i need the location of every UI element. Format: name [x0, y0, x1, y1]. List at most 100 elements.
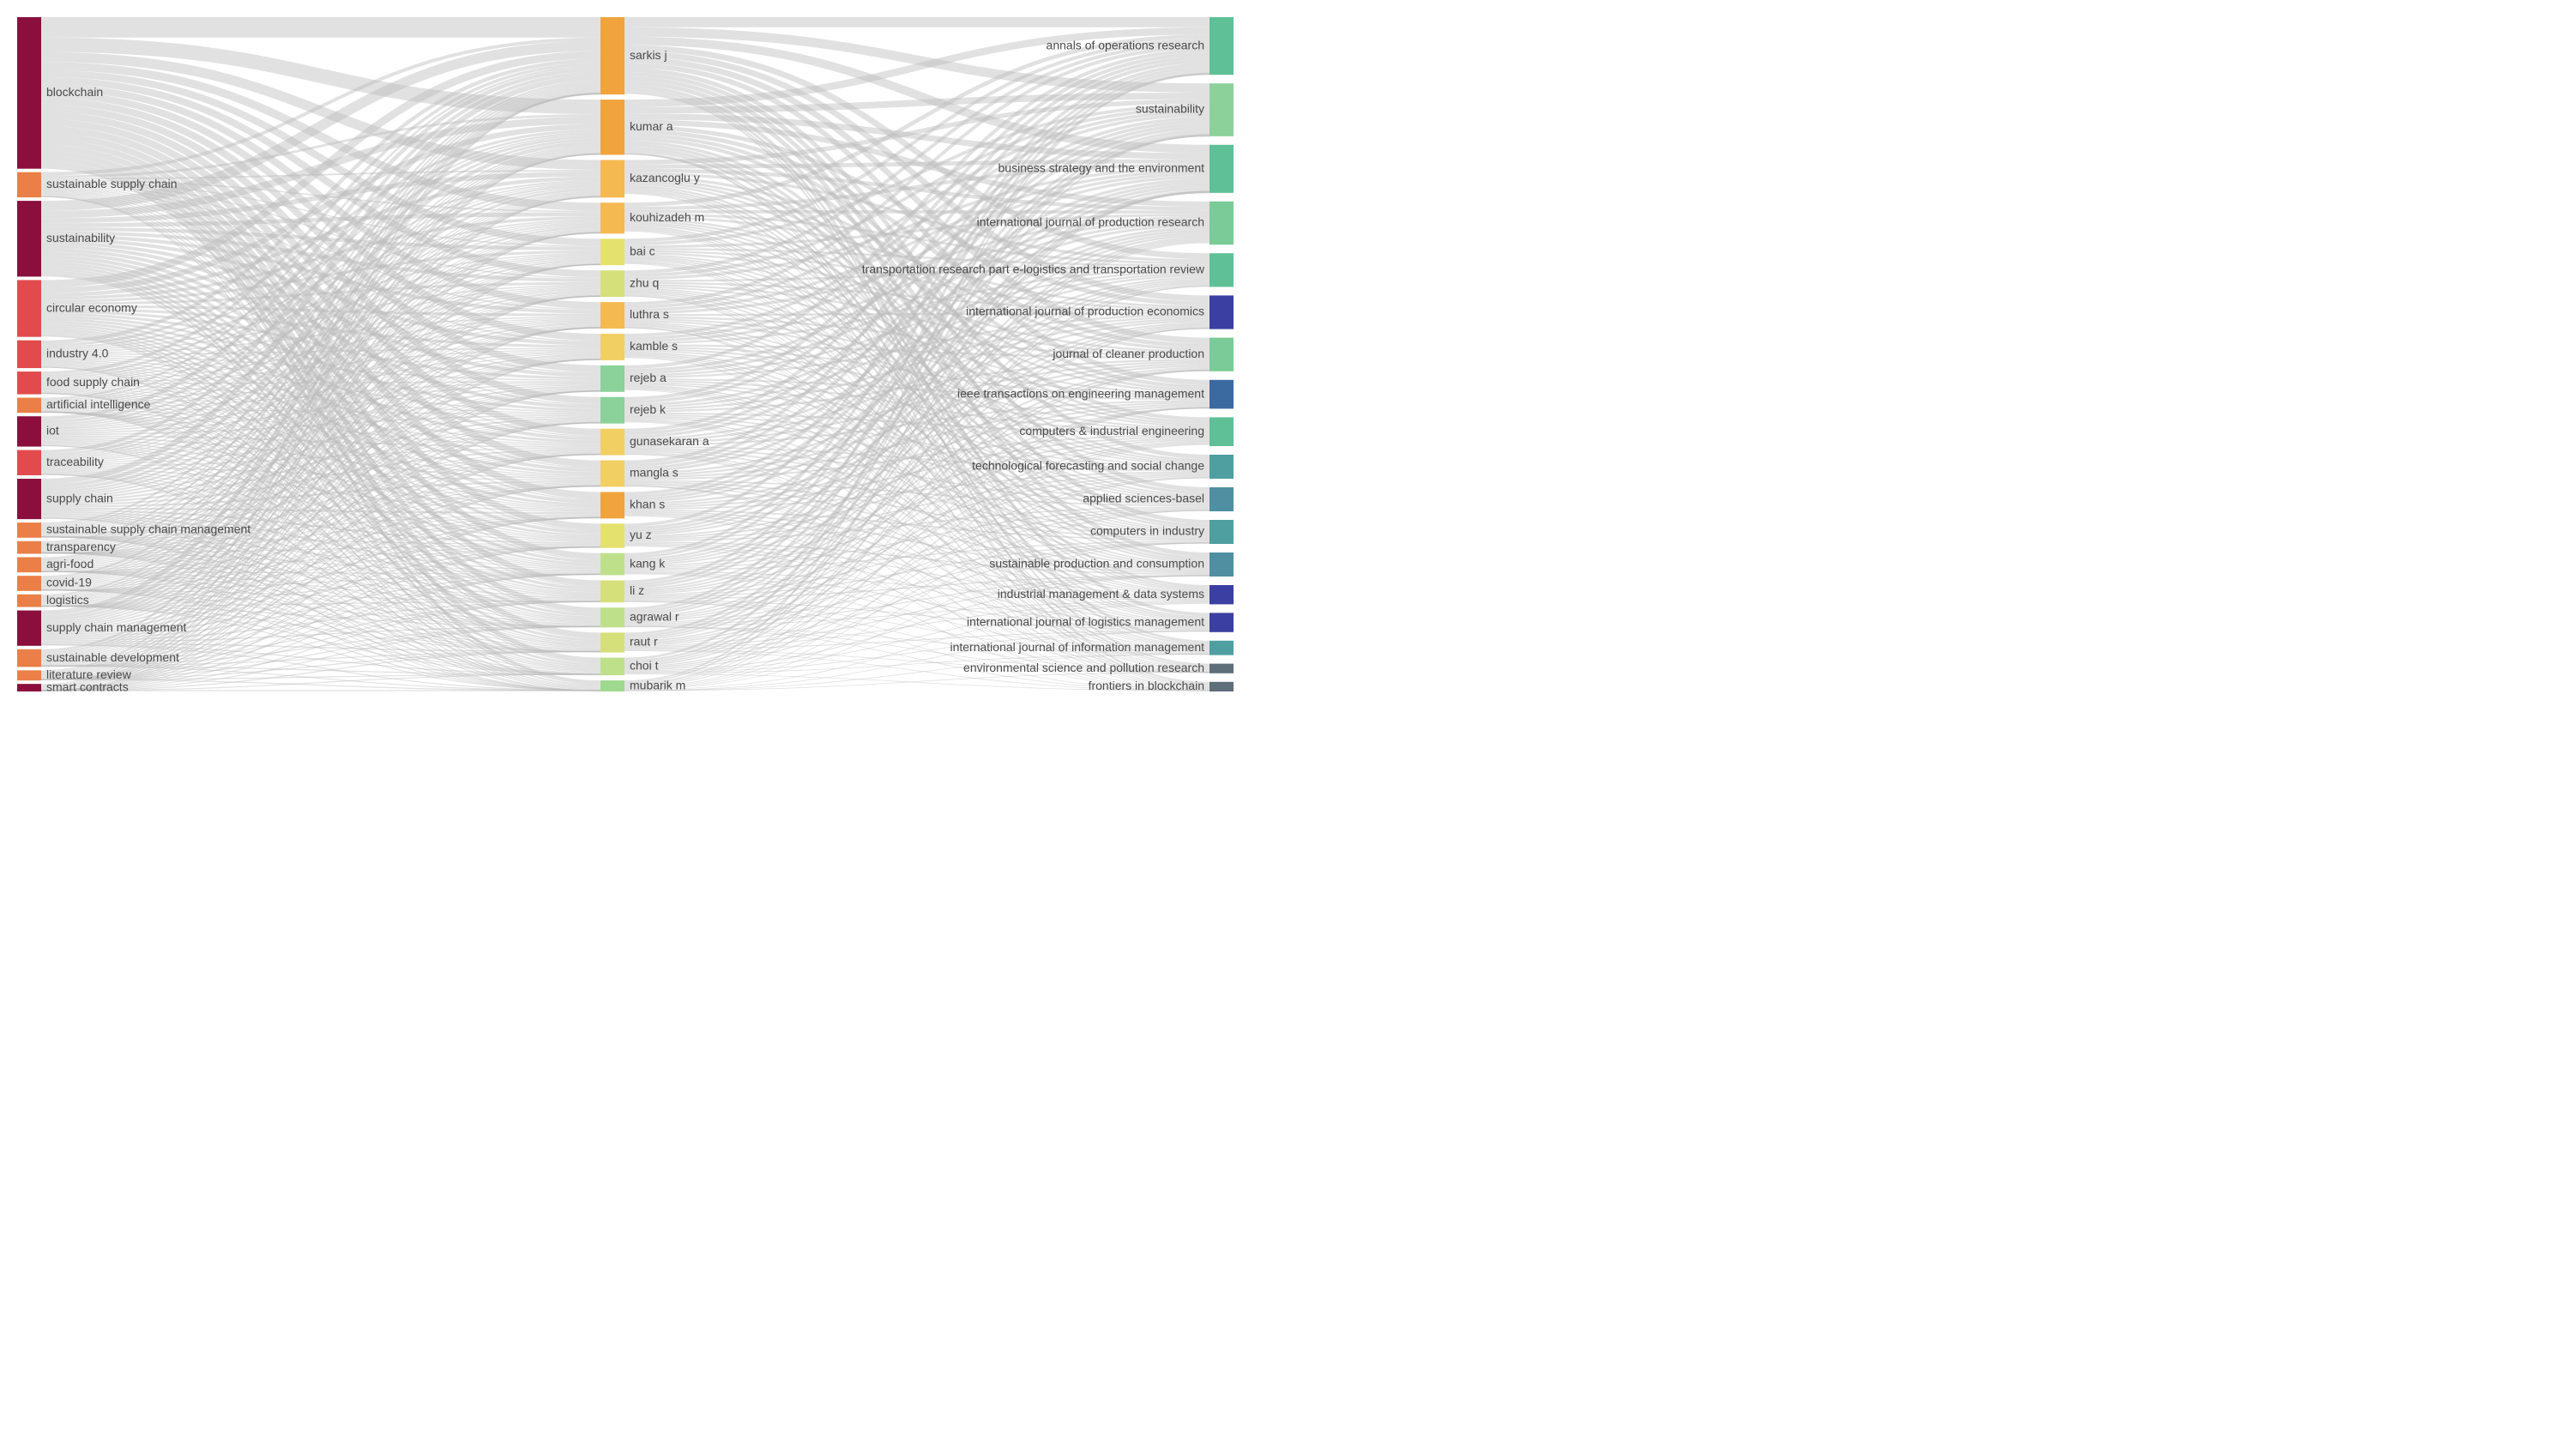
sankey-node-label: rejeb a [630, 371, 667, 384]
sankey-node-label: kumar a [630, 119, 673, 133]
sankey-node-label: sustainable production and consumption [989, 557, 1204, 571]
sankey-node-label: kouhizadeh m [630, 210, 704, 224]
sankey-node-label: traceability [46, 455, 104, 468]
sankey-node-label: kamble s [630, 339, 678, 353]
sankey-node-label: sustainability [1136, 102, 1204, 116]
sankey-link [624, 212, 1210, 213]
sankey-node [1210, 613, 1234, 631]
sankey-node [17, 595, 41, 607]
sankey-node [17, 201, 41, 276]
sankey-node-label: business strategy and the environment [998, 161, 1205, 175]
sankey-node [17, 450, 41, 475]
sankey-node-label: technological forecasting and social cha… [972, 459, 1204, 473]
sankey-node-label: mangla s [630, 466, 679, 480]
sankey-node [17, 541, 41, 554]
sankey-node [600, 680, 624, 691]
sankey-node [1210, 455, 1234, 479]
sankey-node [600, 202, 624, 233]
sankey-node [600, 523, 624, 547]
sankey-node [1210, 253, 1234, 287]
sankey-node-label: environmental science and pollution rese… [963, 661, 1204, 674]
sankey-diagram: blockchainsustainable supply chainsustai… [0, 0, 1276, 709]
sankey-node [600, 17, 624, 94]
sankey-node [600, 429, 624, 456]
sankey-node-label: rejeb k [630, 402, 667, 416]
sankey-node-label: transparency [46, 540, 116, 553]
sankey-node [1210, 145, 1234, 193]
sankey-node-label: bai c [630, 244, 655, 257]
sankey-node [600, 160, 624, 197]
sankey-node-label: supply chain [46, 491, 113, 504]
sankey-node-label: circular economy [46, 300, 137, 314]
sankey-node [600, 580, 624, 602]
sankey-node [17, 280, 41, 336]
sankey-node-label: khan s [630, 498, 665, 511]
sankey-node-label: applied sciences-basel [1083, 492, 1204, 505]
sankey-node [600, 270, 624, 297]
sankey-node-label: yu z [630, 528, 652, 541]
sankey-node-label: international journal of production rese… [977, 215, 1204, 229]
sankey-node [1210, 295, 1234, 329]
sankey-node [600, 461, 624, 487]
sankey-node [600, 492, 624, 518]
sankey-node [600, 553, 624, 576]
sankey-node-label: food supply chain [46, 375, 140, 389]
sankey-node-label: smart contracts [46, 679, 129, 693]
sankey-node [600, 397, 624, 424]
sankey-node-label: artificial intelligence [46, 397, 151, 411]
sankey-node [1210, 682, 1234, 691]
sankey-node [17, 611, 41, 646]
sankey-node [1210, 585, 1234, 604]
sankey-node-label: li z [630, 583, 644, 597]
sankey-node [17, 670, 41, 680]
sankey-node [17, 172, 41, 197]
sankey-node-label: blockchain [46, 85, 103, 99]
sankey-node-label: luthra s [630, 307, 669, 321]
sankey-node [1210, 417, 1234, 446]
sankey-node-label: international journal of production econ… [966, 305, 1204, 318]
sankey-node [1210, 380, 1234, 409]
sankey-node-label: supply chain management [46, 620, 187, 634]
sankey-node-label: kazancoglu y [630, 171, 700, 184]
sankey-node [17, 649, 41, 667]
sankey-node-label: international journal of logistics manag… [967, 614, 1204, 628]
sankey-node [17, 341, 41, 368]
sankey-node [17, 479, 41, 519]
sankey-node [600, 238, 624, 265]
sankey-node [600, 607, 624, 627]
sankey-node-label: sustainable development [46, 650, 179, 664]
sankey-node [17, 684, 41, 691]
sankey-node-label: journal of cleaner production [1052, 347, 1204, 360]
sankey-node [17, 17, 41, 169]
sankey-node [600, 334, 624, 360]
sankey-node [17, 371, 41, 394]
sankey-node-label: gunasekaran a [630, 434, 709, 448]
sankey-node [1210, 487, 1234, 511]
sankey-node [600, 365, 624, 392]
sankey-node-label: computers in industry [1090, 524, 1204, 538]
sankey-node [17, 558, 41, 573]
sankey-node [600, 302, 624, 329]
sankey-node-label: sustainable supply chain management [46, 522, 250, 536]
sankey-node-label: industrial management & data systems [998, 587, 1204, 601]
sankey-node [1210, 83, 1234, 136]
sankey-node-label: industry 4.0 [46, 347, 109, 360]
sankey-node-label: mubarik m [630, 678, 685, 691]
sankey-node-label: annals of operations research [1047, 38, 1204, 51]
sankey-node-label: covid-19 [46, 576, 92, 589]
sankey-node [1210, 641, 1234, 655]
sankey-node-label: zhu q [630, 275, 659, 289]
sankey-node [1210, 338, 1234, 371]
sankey-node-label: frontiers in blockchain [1089, 679, 1204, 692]
sankey-node-label: logistics [46, 593, 89, 607]
sankey-node-label: sarkis j [630, 48, 667, 62]
sankey-node [1210, 17, 1234, 75]
sankey-node [600, 658, 624, 676]
sankey-node-label: sustainability [46, 231, 115, 245]
sankey-node-label: iot [46, 424, 59, 438]
sankey-node [1210, 552, 1234, 577]
sankey-node-label: agrawal r [630, 609, 679, 623]
sankey-node-label: computers & industrial engineering [1019, 424, 1204, 438]
sankey-node [17, 416, 41, 446]
sankey-node-label: agri-food [46, 557, 94, 571]
